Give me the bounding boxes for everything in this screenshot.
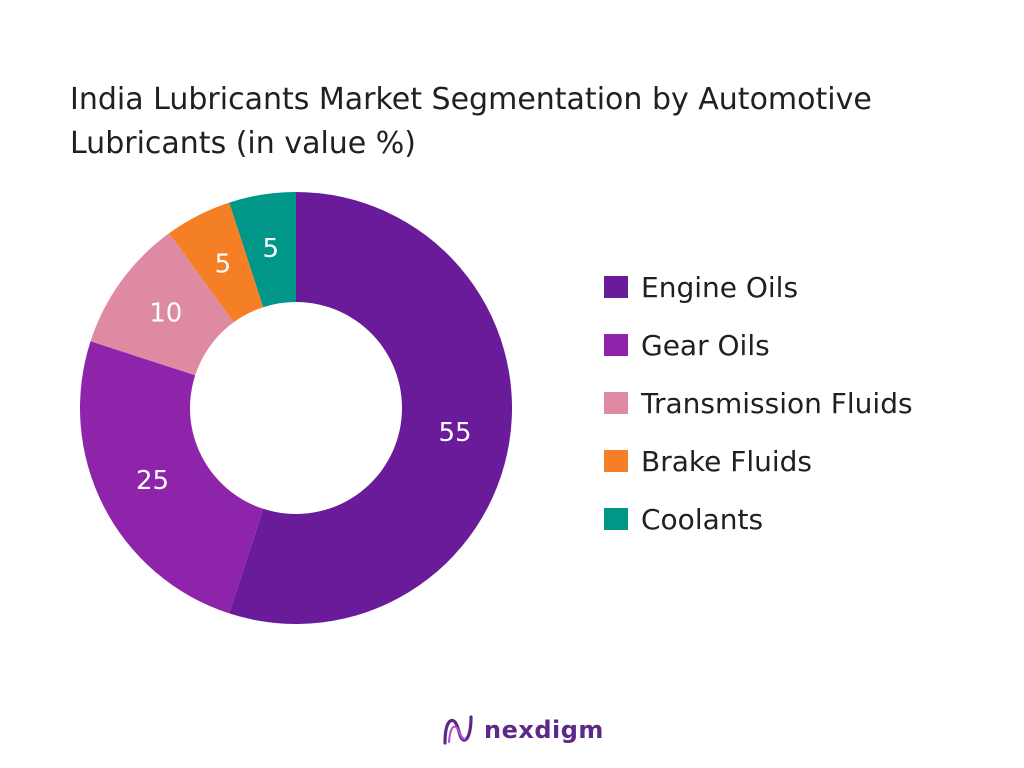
donut-slice-coolants bbox=[229, 192, 296, 308]
legend-item-transmission-fluids: Transmission Fluids bbox=[604, 386, 913, 420]
slice-value-label: 25 bbox=[136, 466, 169, 496]
slice-value-label: 5 bbox=[263, 234, 280, 264]
legend-label: Engine Oils bbox=[641, 270, 799, 304]
legend-swatch bbox=[604, 508, 628, 530]
legend-label: Transmission Fluids bbox=[641, 386, 913, 420]
legend-label: Gear Oils bbox=[641, 328, 770, 362]
donut-slice-brake-fluids bbox=[169, 202, 264, 323]
chart-title: India Lubricants Market Segmentation by … bbox=[70, 82, 872, 161]
legend-item-brake-fluids: Brake Fluids bbox=[604, 444, 812, 478]
slice-value-label: 10 bbox=[149, 298, 182, 328]
donut-slice-gear-oils bbox=[79, 341, 264, 614]
legend-item-engine-oils: Engine Oils bbox=[604, 270, 798, 304]
legend-swatch bbox=[604, 276, 628, 298]
legend-swatch bbox=[604, 450, 628, 472]
donut-slice-transmission-fluids bbox=[90, 233, 234, 376]
legend-item-gear-oils: Gear Oils bbox=[604, 328, 770, 362]
legend-item-coolants: Coolants bbox=[604, 502, 763, 536]
legend-label: Brake Fluids bbox=[641, 444, 812, 478]
slice-value-label: 5 bbox=[215, 250, 232, 280]
brand-logo: nexdigm bbox=[440, 710, 604, 750]
donut-slice-engine-oils bbox=[229, 192, 512, 624]
brand-name: nexdigm bbox=[484, 716, 604, 744]
legend-swatch bbox=[604, 392, 628, 414]
nexdigm-logo-icon bbox=[443, 715, 473, 745]
legend-label: Coolants bbox=[641, 502, 764, 536]
legend-swatch bbox=[604, 334, 628, 356]
slice-value-label: 55 bbox=[438, 418, 471, 448]
